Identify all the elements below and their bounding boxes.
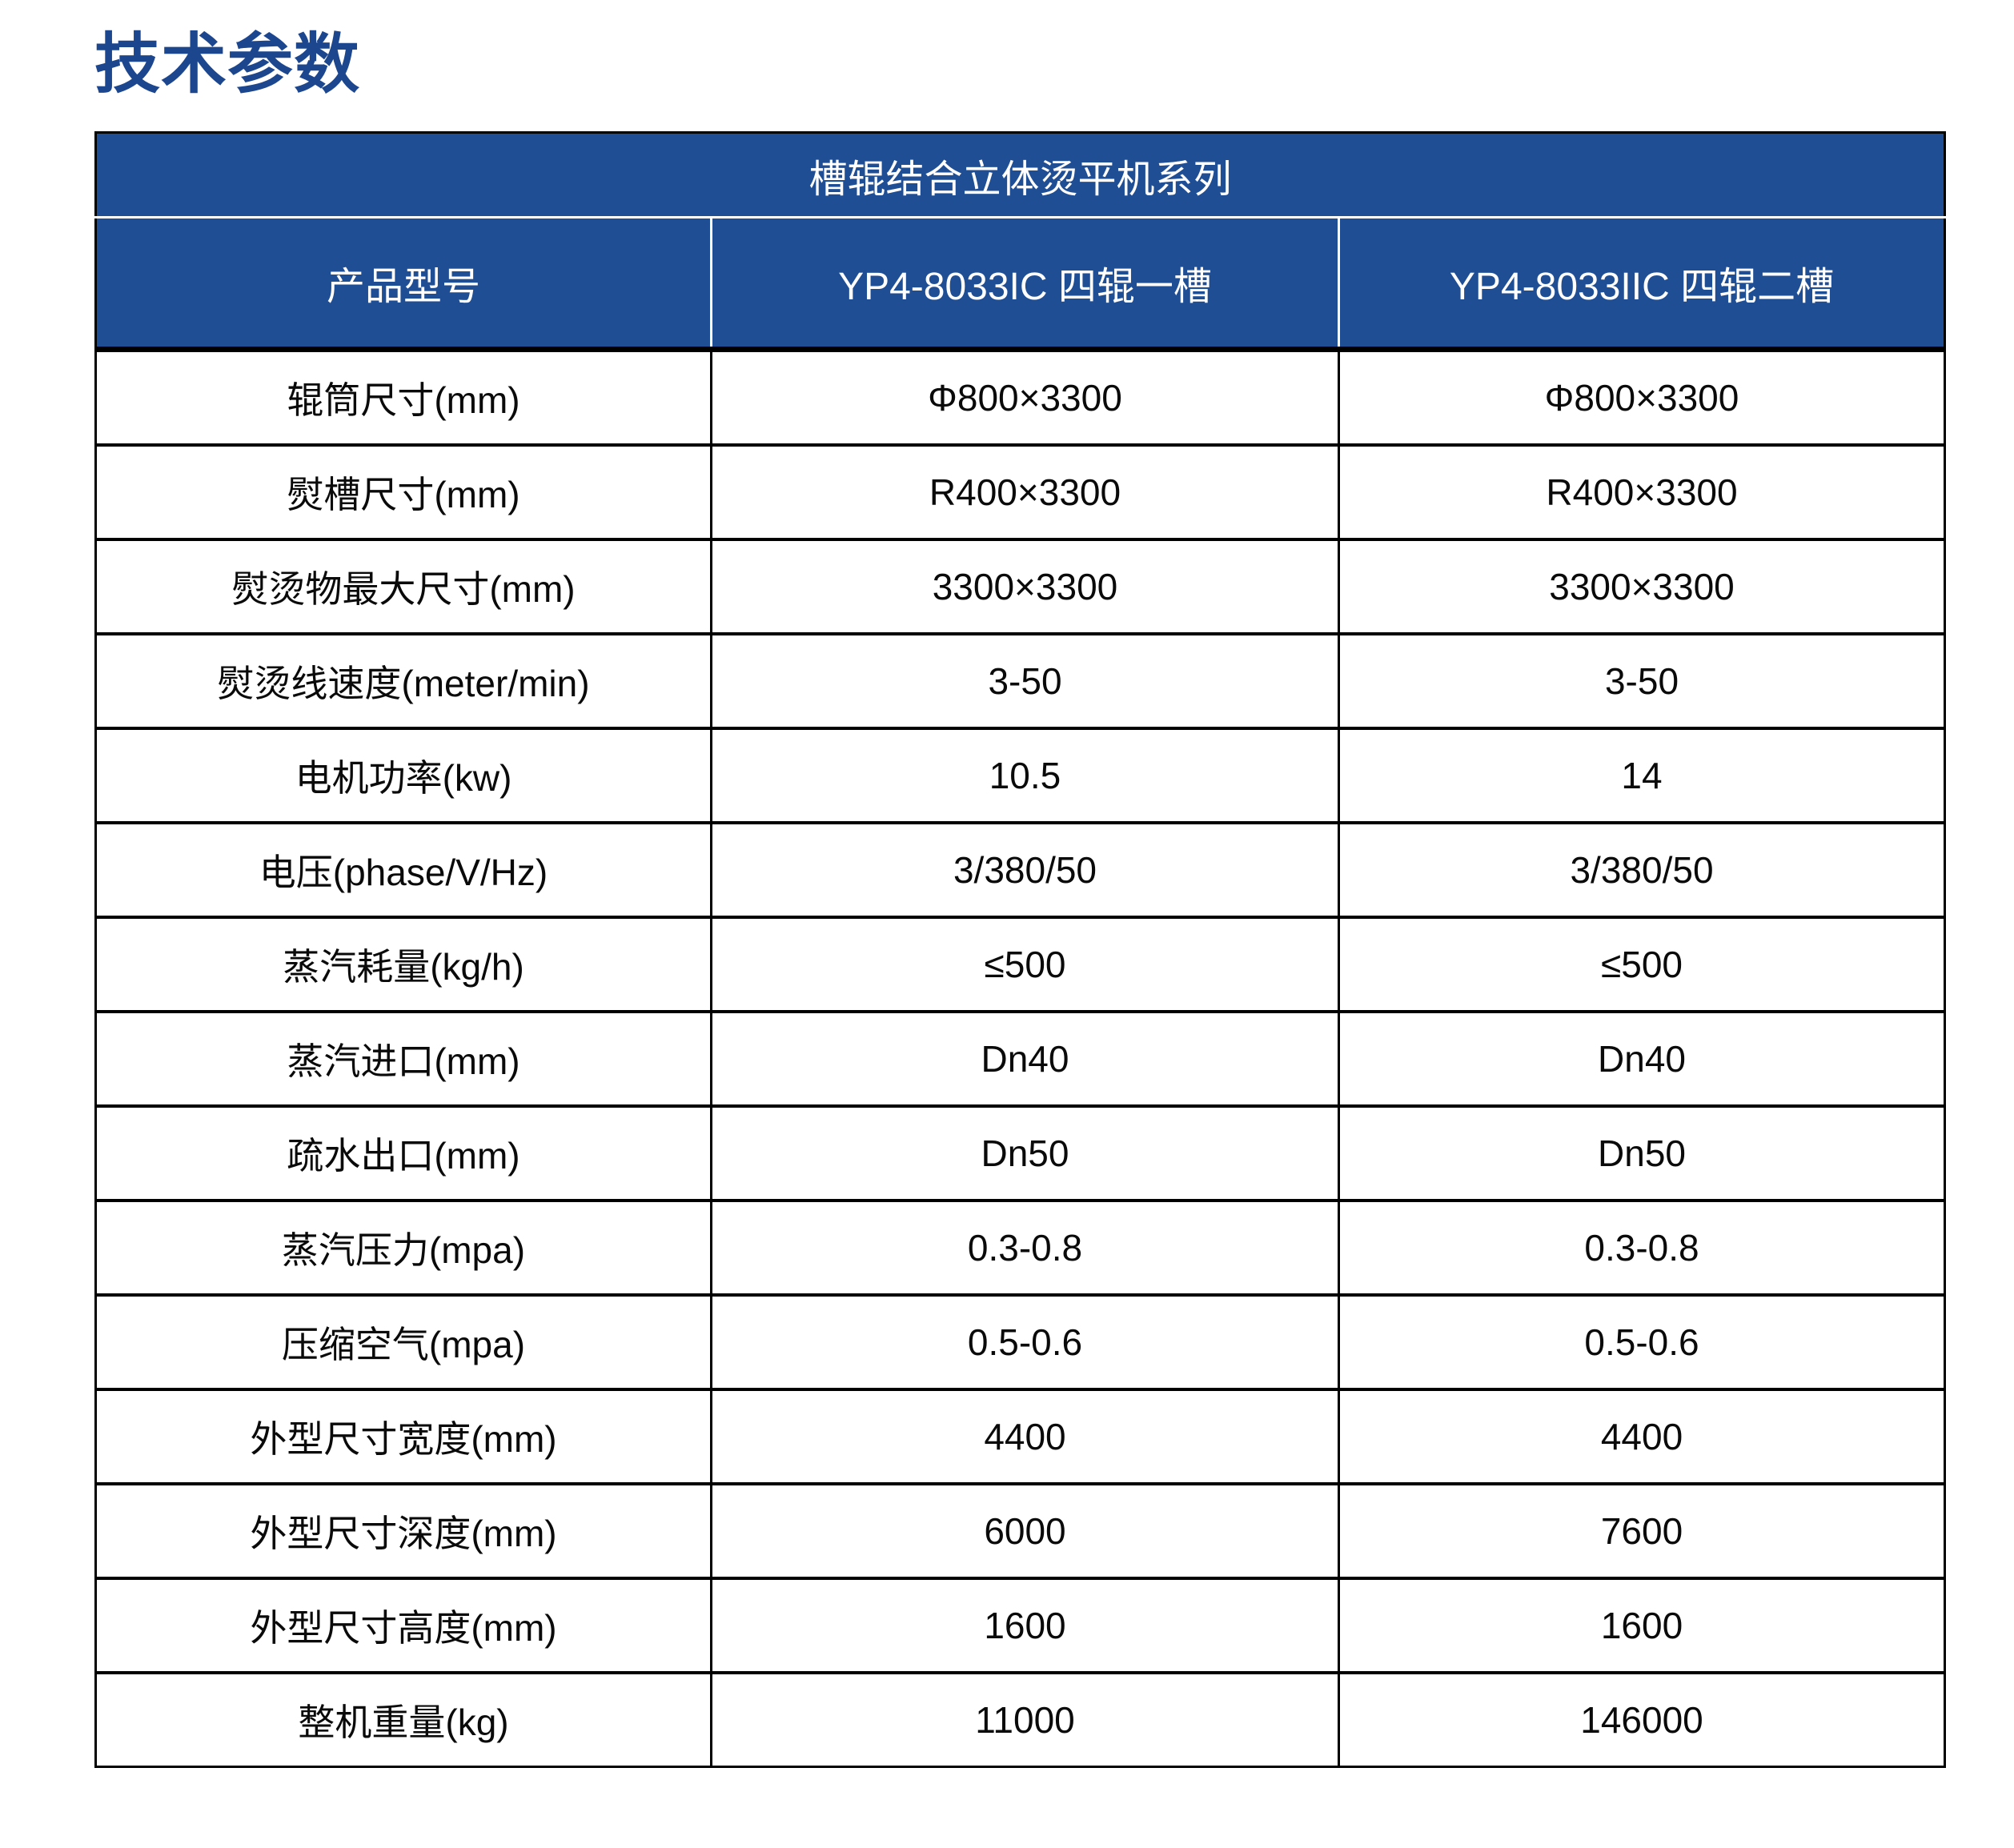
page-title: 技术参数 xyxy=(94,28,361,101)
spec-value: 3/380/50 xyxy=(1338,823,1945,919)
spec-label: 熨烫物最大尺寸(mm) xyxy=(95,539,712,635)
table-row: 外型尺寸深度(mm) 6000 7600 xyxy=(95,1484,1945,1580)
table-row: 熨槽尺寸(mm) R400×3300 R400×3300 xyxy=(95,445,1945,541)
table-row: 整机重量(kg) 11000 146000 xyxy=(95,1673,1945,1767)
spec-value: R400×3300 xyxy=(1338,445,1945,541)
spec-value: Φ800×3300 xyxy=(1338,349,1945,447)
table-row: 蒸汽耗量(kg/h) ≤500 ≤500 xyxy=(95,917,1945,1013)
series-header-row: 槽辊结合立体烫平机系列 xyxy=(95,132,1945,218)
column-header-model-yp4-8033iic: YP4-8033IIC 四辊二槽 xyxy=(1338,217,1945,352)
spec-value: 4400 xyxy=(709,1389,1339,1485)
spec-value: 0.3-0.8 xyxy=(709,1201,1339,1297)
spec-value: 0.3-0.8 xyxy=(1338,1201,1945,1297)
spec-value: 14 xyxy=(1338,728,1945,824)
spec-value: 10.5 xyxy=(709,728,1339,824)
spec-label: 辊筒尺寸(mm) xyxy=(95,349,712,447)
spec-value: 6000 xyxy=(709,1484,1339,1580)
spec-value: 1600 xyxy=(1338,1578,1945,1674)
spec-label: 外型尺寸宽度(mm) xyxy=(95,1389,712,1485)
table-row: 外型尺寸宽度(mm) 4400 4400 xyxy=(95,1389,1945,1485)
spec-value: Dn50 xyxy=(709,1106,1339,1202)
table-row: 蒸汽进口(mm) Dn40 Dn40 xyxy=(95,1012,1945,1108)
table-row: 压缩空气(mpa) 0.5-0.6 0.5-0.6 xyxy=(95,1295,1945,1391)
spec-value: Dn40 xyxy=(709,1012,1339,1108)
spec-label: 蒸汽压力(mpa) xyxy=(95,1201,712,1297)
spec-table: 槽辊结合立体烫平机系列 产品型号 YP4-8033IC 四辊一槽 YP4-803… xyxy=(94,131,1946,1768)
series-title: 槽辊结合立体烫平机系列 xyxy=(95,132,1945,218)
spec-value: 11000 xyxy=(709,1673,1339,1767)
spec-table-header: 槽辊结合立体烫平机系列 产品型号 YP4-8033IC 四辊一槽 YP4-803… xyxy=(95,132,1945,352)
spec-value: 0.5-0.6 xyxy=(709,1295,1339,1391)
spec-value: 1600 xyxy=(709,1578,1339,1674)
spec-value: 3/380/50 xyxy=(709,823,1339,919)
table-row: 熨烫物最大尺寸(mm) 3300×3300 3300×3300 xyxy=(95,539,1945,635)
spec-value: 4400 xyxy=(1338,1389,1945,1485)
table-row: 疏水出口(mm) Dn50 Dn50 xyxy=(95,1106,1945,1202)
table-row: 外型尺寸高度(mm) 1600 1600 xyxy=(95,1578,1945,1674)
spec-label: 疏水出口(mm) xyxy=(95,1106,712,1202)
spec-value: R400×3300 xyxy=(709,445,1339,541)
spec-table-body: 辊筒尺寸(mm) Φ800×3300 Φ800×3300 熨槽尺寸(mm) R4… xyxy=(95,349,1945,1767)
spec-label: 电压(phase/V/Hz) xyxy=(95,823,712,919)
spec-value: 0.5-0.6 xyxy=(1338,1295,1945,1391)
spec-label: 蒸汽耗量(kg/h) xyxy=(95,917,712,1013)
table-row: 辊筒尺寸(mm) Φ800×3300 Φ800×3300 xyxy=(95,349,1945,447)
model-header-row: 产品型号 YP4-8033IC 四辊一槽 YP4-8033IIC 四辊二槽 xyxy=(95,217,1945,352)
spec-value: 3-50 xyxy=(1338,634,1945,730)
spec-value: Φ800×3300 xyxy=(709,349,1339,447)
spec-value: ≤500 xyxy=(1338,917,1945,1013)
spec-label: 整机重量(kg) xyxy=(95,1673,712,1767)
spec-label: 蒸汽进口(mm) xyxy=(95,1012,712,1108)
spec-label: 熨烫线速度(meter/min) xyxy=(95,634,712,730)
table-row: 熨烫线速度(meter/min) 3-50 3-50 xyxy=(95,634,1945,730)
column-header-model-yp4-8033ic: YP4-8033IC 四辊一槽 xyxy=(709,217,1339,352)
table-row: 电机功率(kw) 10.5 14 xyxy=(95,728,1945,824)
spec-label: 外型尺寸深度(mm) xyxy=(95,1484,712,1580)
spec-value: 3300×3300 xyxy=(1338,539,1945,635)
spec-label: 熨槽尺寸(mm) xyxy=(95,445,712,541)
spec-label: 压缩空气(mpa) xyxy=(95,1295,712,1391)
spec-value: Dn40 xyxy=(1338,1012,1945,1108)
spec-value: 3-50 xyxy=(709,634,1339,730)
spec-value: 7600 xyxy=(1338,1484,1945,1580)
spec-value: 3300×3300 xyxy=(709,539,1339,635)
column-header-product-model: 产品型号 xyxy=(95,217,712,352)
spec-value: 146000 xyxy=(1338,1673,1945,1767)
table-row: 电压(phase/V/Hz) 3/380/50 3/380/50 xyxy=(95,823,1945,919)
spec-label: 外型尺寸高度(mm) xyxy=(95,1578,712,1674)
spec-label: 电机功率(kw) xyxy=(95,728,712,824)
spec-value: ≤500 xyxy=(709,917,1339,1013)
table-row: 蒸汽压力(mpa) 0.3-0.8 0.3-0.8 xyxy=(95,1201,1945,1297)
spec-value: Dn50 xyxy=(1338,1106,1945,1202)
